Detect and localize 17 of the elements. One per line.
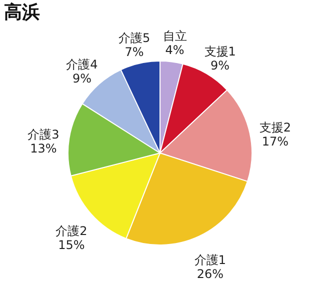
data-label: 13% — [30, 142, 57, 156]
data-label: 7% — [124, 44, 144, 59]
chart-title: 高浜 — [4, 2, 40, 23]
slice-label: 支援2 — [259, 120, 291, 134]
data-label: 15% — [58, 238, 85, 252]
slice-label: 介護2 — [56, 224, 88, 238]
slice-label: 介護5 — [118, 30, 150, 45]
slice-label: 介護3 — [28, 128, 60, 142]
data-label: 9% — [72, 71, 92, 86]
slice-label: 介護1 — [194, 252, 226, 267]
slice-label: 支援1 — [204, 44, 236, 58]
data-label: 9% — [210, 58, 230, 72]
slice-label: 介護4 — [66, 57, 98, 72]
slice-label: 自立 — [162, 28, 187, 43]
data-label: 17% — [262, 134, 288, 148]
data-label: 26% — [196, 266, 224, 281]
data-label: 4% — [165, 42, 184, 57]
